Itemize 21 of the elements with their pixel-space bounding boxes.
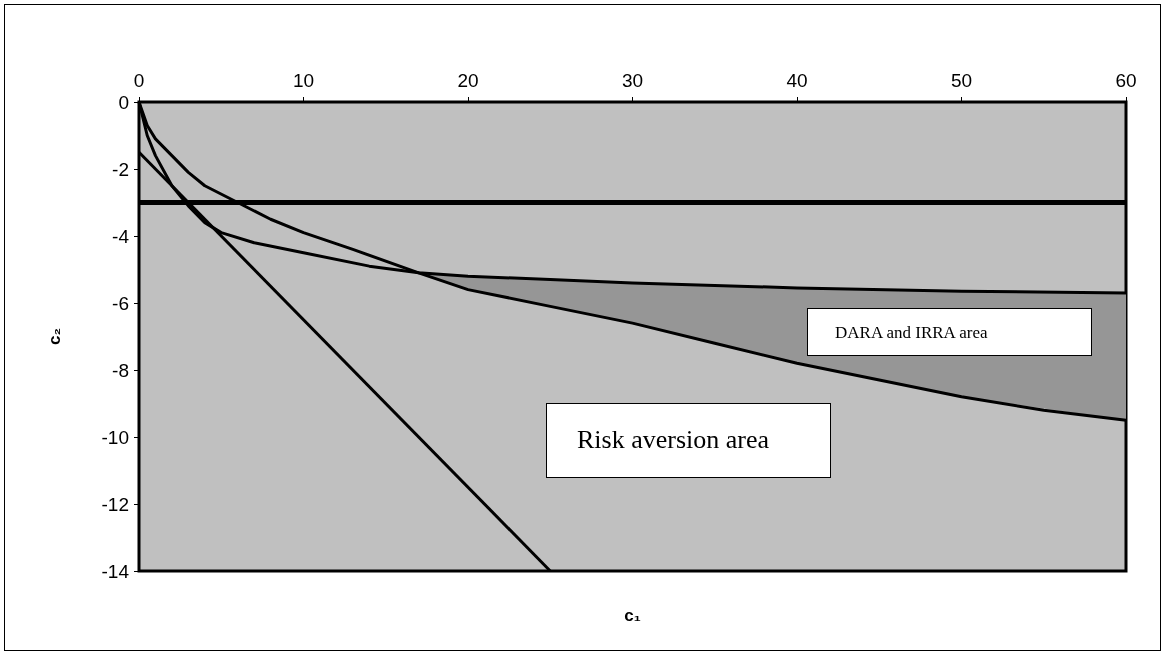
- y-tick-label: -2: [112, 158, 129, 180]
- x-tick-label: 50: [950, 70, 973, 91]
- y-axis-title: c₂: [45, 327, 64, 346]
- x-tick-label: 10: [292, 70, 315, 91]
- x-axis-title: c₁: [624, 606, 641, 625]
- y-tick-label: 0: [118, 91, 129, 113]
- text-box: Risk aversion area: [546, 403, 831, 478]
- x-tick-label: 0: [133, 70, 145, 91]
- x-tick-label: 20: [457, 70, 479, 91]
- y-tick-label: -8: [112, 359, 129, 381]
- x-tick-label: 40: [786, 70, 808, 91]
- annotation: Risk aversion area: [577, 424, 770, 456]
- y-tick-label: -14: [101, 560, 130, 582]
- text-box: DARA and IRRA area: [807, 308, 1092, 356]
- x-tick-label: 30: [621, 70, 644, 91]
- annotation: DARA and IRRA area: [835, 322, 988, 344]
- y-tick-label: -4: [112, 225, 130, 247]
- y-tick-label: -10: [101, 426, 129, 448]
- y-tick-label: -12: [101, 493, 129, 515]
- y-tick-label: -6: [112, 292, 129, 314]
- x-tick-label: 60: [1115, 70, 1137, 91]
